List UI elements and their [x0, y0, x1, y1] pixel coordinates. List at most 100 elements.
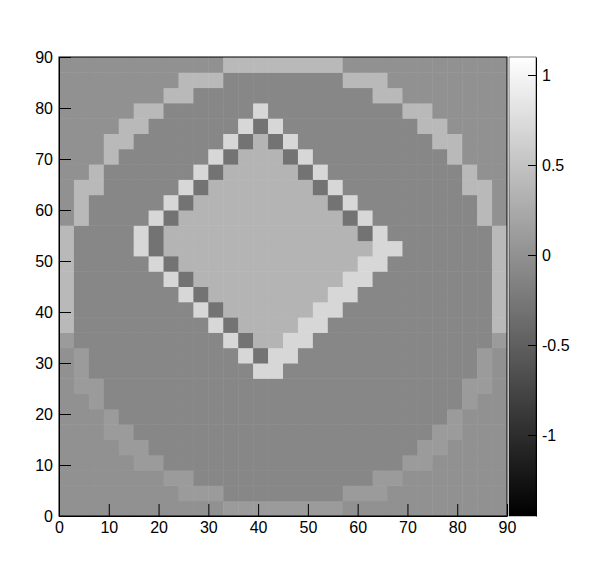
tick: 80: [35, 100, 71, 117]
cell: [447, 134, 462, 150]
cell: [283, 332, 298, 348]
cell: [119, 424, 134, 440]
cell: [104, 470, 119, 486]
cell: [462, 363, 477, 379]
cell: [492, 225, 507, 241]
cell: [373, 72, 388, 88]
cell: [328, 455, 343, 471]
cell: [402, 88, 417, 104]
cell: [104, 485, 119, 501]
cell: [208, 317, 223, 333]
cell: [432, 271, 447, 287]
cell: [283, 195, 298, 211]
cell: [89, 501, 104, 516]
cell: [462, 88, 477, 104]
cell: [268, 225, 283, 241]
cell: [149, 210, 164, 226]
cell: [89, 440, 104, 456]
cell: [343, 256, 358, 272]
cell: [462, 241, 477, 257]
cell: [388, 470, 403, 486]
cell: [89, 287, 104, 303]
cell: [328, 179, 343, 195]
cell: [104, 210, 119, 226]
cell: [432, 164, 447, 180]
cell: [477, 348, 492, 364]
cell: [417, 103, 432, 119]
cell: [298, 348, 313, 364]
tick-mark: [59, 159, 71, 160]
cell: [134, 103, 149, 119]
cell: [298, 149, 313, 165]
cell: [492, 195, 507, 211]
cell: [283, 72, 298, 88]
cell: [74, 256, 89, 272]
cell: [178, 241, 193, 257]
cell: [74, 179, 89, 195]
cell: [343, 179, 358, 195]
cell: [149, 256, 164, 272]
cell: [238, 363, 253, 379]
cell: [402, 409, 417, 425]
cell: [253, 241, 268, 257]
cell: [283, 149, 298, 165]
cell: [164, 455, 179, 471]
cell: [74, 394, 89, 410]
cell: [477, 225, 492, 241]
cell: [223, 271, 238, 287]
cell: [298, 409, 313, 425]
cell: [164, 394, 179, 410]
cell: [298, 241, 313, 257]
cell: [373, 225, 388, 241]
cell: [164, 225, 179, 241]
cell: [149, 317, 164, 333]
cell: [134, 195, 149, 211]
cell: [343, 455, 358, 471]
cell: [178, 287, 193, 303]
cell: [208, 271, 223, 287]
cell: [373, 210, 388, 226]
cell: [417, 455, 432, 471]
cell: [343, 103, 358, 119]
cell: [238, 149, 253, 165]
cell: [104, 348, 119, 364]
cell: [193, 287, 208, 303]
cell: [298, 287, 313, 303]
cell: [238, 210, 253, 226]
cell: [313, 225, 328, 241]
cell: [432, 440, 447, 456]
cell: [328, 118, 343, 134]
cell: [223, 348, 238, 364]
cell: [283, 470, 298, 486]
cell: [432, 118, 447, 134]
cell: [223, 455, 238, 471]
cell: [298, 363, 313, 379]
tick-mark: [59, 516, 71, 517]
cell: [417, 485, 432, 501]
cell: [223, 302, 238, 318]
cell: [223, 179, 238, 195]
cell: [89, 225, 104, 241]
cell: [283, 256, 298, 272]
tick: 30: [200, 504, 218, 536]
cell: [253, 225, 268, 241]
cell: [268, 501, 283, 516]
cell: [283, 363, 298, 379]
cell: [268, 440, 283, 456]
cell: [477, 241, 492, 257]
cell: [358, 149, 373, 165]
cell: [477, 302, 492, 318]
cell: [119, 501, 134, 516]
cell: [417, 302, 432, 318]
y-axis: 0102030405060708090: [35, 49, 71, 525]
cell: [149, 332, 164, 348]
cell: [477, 179, 492, 195]
cell: [283, 210, 298, 226]
cell: [492, 302, 507, 318]
tick: 70: [399, 504, 417, 536]
cell: [432, 501, 447, 516]
cell: [477, 287, 492, 303]
cell: [253, 470, 268, 486]
cell: [238, 394, 253, 410]
cell: [432, 363, 447, 379]
